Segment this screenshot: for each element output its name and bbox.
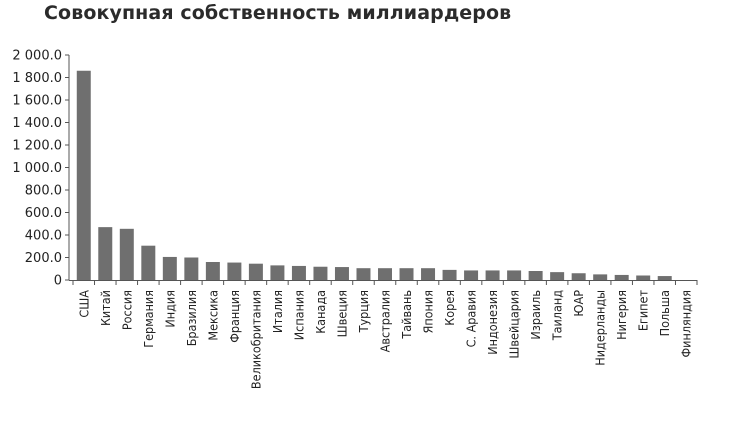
category-label: Египет bbox=[636, 290, 651, 332]
bar bbox=[141, 245, 156, 280]
category-label: Таиланд bbox=[550, 290, 565, 341]
category-label: Великобритания bbox=[248, 290, 263, 389]
bar bbox=[507, 270, 522, 280]
bar bbox=[98, 227, 113, 281]
category-label: Италия bbox=[270, 290, 285, 333]
category-label: Турция bbox=[356, 290, 371, 333]
category-label: Нидерланды bbox=[593, 290, 608, 366]
category-label: Индия bbox=[162, 290, 177, 328]
category-label: Франция bbox=[227, 290, 242, 343]
y-tick-label: 400.0 bbox=[25, 229, 62, 244]
category-label: Швеция bbox=[334, 290, 349, 337]
category-label: Нигерия bbox=[614, 290, 629, 340]
category-label: Израиль bbox=[528, 290, 543, 340]
bar bbox=[399, 268, 414, 280]
category-label: Польша bbox=[657, 290, 672, 336]
category-label: Корея bbox=[442, 290, 457, 326]
bar bbox=[356, 268, 371, 280]
category-label: Австралия bbox=[378, 290, 393, 352]
category-label: С. Аравия bbox=[464, 290, 479, 347]
bar bbox=[485, 270, 500, 280]
y-tick-label: 800.0 bbox=[25, 184, 62, 199]
y-tick-label: 1 600.0 bbox=[12, 94, 62, 109]
bar bbox=[248, 263, 263, 280]
bar bbox=[184, 257, 199, 280]
category-label: Китай bbox=[98, 290, 113, 326]
category-label: Бразилия bbox=[184, 290, 199, 346]
y-tick-label: 200.0 bbox=[25, 251, 62, 266]
y-tick-label: 0 bbox=[54, 274, 62, 289]
category-label: ЮАР bbox=[571, 290, 586, 317]
bar bbox=[227, 262, 242, 280]
bar bbox=[378, 268, 392, 280]
category-label: Канада bbox=[313, 290, 328, 334]
bar bbox=[313, 266, 328, 280]
category-label: Россия bbox=[119, 290, 134, 330]
category-label: Испания bbox=[291, 290, 306, 340]
category-label: Тайвань bbox=[399, 290, 414, 340]
category-label: США bbox=[76, 290, 91, 318]
chart-title: Совокупная собственность миллиардеров bbox=[44, 2, 512, 24]
category-label: Мексика bbox=[205, 290, 220, 341]
bar bbox=[291, 265, 306, 280]
category-label: Япония bbox=[421, 290, 436, 333]
category-label: Финляндия bbox=[679, 290, 694, 358]
category-label: Германия bbox=[141, 290, 156, 348]
bar bbox=[571, 273, 586, 280]
bar bbox=[334, 267, 349, 280]
bar bbox=[421, 268, 436, 280]
bar bbox=[119, 228, 134, 280]
y-tick-label: 1 800.0 bbox=[12, 71, 62, 86]
bar bbox=[270, 265, 285, 281]
bar bbox=[528, 271, 543, 280]
y-tick-label: 1 000.0 bbox=[12, 161, 62, 176]
y-tick-label: 600.0 bbox=[25, 206, 62, 221]
category-label: Индонезия bbox=[485, 290, 500, 355]
bar bbox=[442, 269, 457, 281]
bar bbox=[76, 70, 91, 280]
y-tick-label: 1 400.0 bbox=[12, 116, 62, 131]
bar bbox=[614, 274, 629, 280]
y-tick-label: 2 000.0 bbox=[12, 49, 62, 64]
y-tick-label: 1 200.0 bbox=[12, 139, 62, 154]
bar bbox=[636, 275, 651, 280]
bar bbox=[593, 274, 608, 281]
bar bbox=[550, 272, 565, 281]
bar bbox=[657, 276, 672, 280]
bar bbox=[464, 270, 479, 280]
category-label: Швейцария bbox=[507, 290, 522, 359]
bar bbox=[205, 262, 220, 280]
bar bbox=[162, 256, 177, 280]
